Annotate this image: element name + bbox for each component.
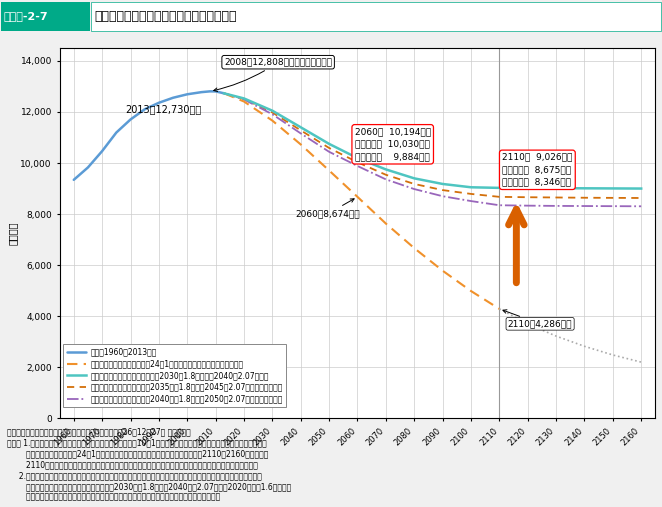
- 実績（1960～2013年）: [113, 129, 120, 135]
- 合計特殊出生率が上昇した場合（2030年1.8程度、぀2040年2.07程度）: [609, 186, 617, 192]
- 実績（1960～2013年）: [220, 90, 228, 96]
- （参考２）合計特殊出生率が2040年に1.8程度、2050年2.07程度となった場合: [354, 163, 361, 169]
- 実績（1960～2013年）: [155, 100, 163, 106]
- Text: 2110年4,286万人: 2110年4,286万人: [503, 310, 573, 329]
- （参考２）合計特殊出生率が2040年に1.8程度、2050年2.07程度となった場合: [552, 203, 560, 209]
- 「日本の将来推計人口（平成24年1月推計）」（出生中位（死亡中位）: [325, 167, 333, 173]
- 「日本の将来推計人口（平成24年1月推計）」（出生中位（死亡中位）: [410, 245, 418, 251]
- （参考２）合計特殊出生率が2040年に1.8程度、2050年2.07程度となった場合: [609, 203, 617, 209]
- 実績（1960～2013年）: [206, 88, 214, 94]
- Line: 合計特殊出生率が上昇した場合（2030年1.8程度、぀2040年2.07程度）: 合計特殊出生率が上昇した場合（2030年1.8程度、぀2040年2.07程度）: [224, 93, 641, 189]
- （参考１）合計特殊出生率が2035年に1.8程度、2045年2.07程度となった場合: [609, 195, 617, 201]
- （参考２）合計特殊出生率が2040年に1.8程度、2050年2.07程度となった場合: [410, 186, 418, 192]
- （参考１）合計特殊出生率が2035年に1.8程度、2045年2.07程度となった場合: [581, 195, 589, 201]
- FancyBboxPatch shape: [1, 2, 90, 31]
- 「日本の将来推計人口（平成24年1月推計）」（出生中位（死亡中位）: [382, 221, 390, 227]
- （参考１）合計特殊出生率が2035年に1.8程度、2045年2.07程度となった場合: [524, 194, 532, 200]
- Text: なった場合について、まち・ひと・しごと創生本部事務局において推計を行ったものである。: なった場合について、まち・ひと・しごと創生本部事務局において推計を行ったものであ…: [7, 493, 220, 502]
- （参考２）合計特殊出生率が2040年に1.8程度、2050年2.07程度となった場合: [524, 203, 532, 209]
- Text: 2.「合計特殊出生率が上昇した場合」は、経済財政訮問会議専門調査会「選択する未来」委員会における人口の将来: 2.「合計特殊出生率が上昇した場合」は、経済財政訮問会議専門調査会「選択する未来…: [7, 471, 261, 480]
- 実績（1960～2013年）: [84, 164, 92, 170]
- （参考２）合計特殊出生率が2040年に1.8程度、2050年2.07程度となった場合: [268, 111, 276, 117]
- 合計特殊出生率が上昇した場合（2030年1.8程度、぀2040年2.07程度）: [638, 186, 645, 192]
- （参考１）合計特殊出生率が2035年に1.8程度、2045年2.07程度となった場合: [638, 195, 645, 201]
- Line: 実績（1960～2013年）: 実績（1960～2013年）: [73, 91, 224, 180]
- （参考２）合計特殊出生率が2040年に1.8程度、2050年2.07程度となった場合: [220, 90, 228, 96]
- 実績（1960～2013年）: [141, 106, 149, 113]
- Text: 「長期ビジョン」で示された人口の見通し: 「長期ビジョン」で示された人口の見通し: [94, 10, 236, 23]
- （参考１）合計特殊出生率が2035年に1.8程度、2045年2.07程度となった場合: [552, 195, 560, 201]
- 「日本の将来推計人口（平成24年1月推計）」（出生中位（死亡中位）: [495, 306, 503, 312]
- 「日本の将来推計人口（平成24年1月推計）」（出生中位（死亡中位）: [220, 90, 228, 96]
- 実績（1960～2013年）: [126, 117, 134, 123]
- （参考２）合計特殊出生率が2040年に1.8程度、2050年2.07程度となった場合: [325, 149, 333, 155]
- Y-axis label: （万人）: （万人）: [8, 222, 18, 245]
- Text: 2110年までの仮定等をもとに、まち・ひと・しごと創生本部事務局において機械的に延長したものである。: 2110年までの仮定等をもとに、まち・ひと・しごと創生本部事務局において機械的に…: [7, 460, 258, 469]
- （参考１）合計特殊出生率が2035年に1.8程度、2045年2.07程度となった場合: [467, 191, 475, 197]
- （参考１）合計特殊出生率が2035年に1.8程度、2045年2.07程度となった場合: [382, 172, 390, 178]
- 合計特殊出生率が上昇した場合（2030年1.8程度、぀2040年2.07程度）: [382, 166, 390, 172]
- （参考２）合計特殊出生率が2040年に1.8程度、2050年2.07程度となった場合: [382, 176, 390, 183]
- Text: 2060年8,674万人: 2060年8,674万人: [295, 199, 359, 219]
- 実績（1960～2013年）: [212, 88, 220, 94]
- Line: （参考２）合計特殊出生率が2040年に1.8程度、2050年2.07程度となった場合: （参考２）合計特殊出生率が2040年に1.8程度、2050年2.07程度となった…: [224, 93, 641, 206]
- （参考２）合計特殊出生率が2040年に1.8程度、2050年2.07程度となった場合: [439, 193, 447, 199]
- （参考１）合計特殊出生率が2035年に1.8程度、2045年2.07程度となった場合: [268, 110, 276, 116]
- （参考２）合計特殊出生率が2040年に1.8程度、2050年2.07程度となった場合: [297, 130, 305, 136]
- 「日本の将来推計人口（平成24年1月推計）」（出生中位（死亡中位）: [354, 194, 361, 200]
- 実績（1960～2013年）: [197, 89, 205, 95]
- （参考１）合計特殊出生率が2035年に1.8程度、2045年2.07程度となった場合: [220, 90, 228, 96]
- （参考１）合計特殊出生率が2035年に1.8程度、2045年2.07程度となった場合: [325, 145, 333, 151]
- 「日本の将来推計人口（平成24年1月推計）」（出生中位（死亡中位）: [297, 141, 305, 148]
- 合計特殊出生率が上昇した場合（2030年1.8程度、぀2040年2.07程度）: [240, 95, 248, 101]
- 合計特殊出生率が上昇した場合（2030年1.8程度、぀2040年2.07程度）: [439, 181, 447, 187]
- Text: 2013年12,730万人: 2013年12,730万人: [125, 104, 201, 115]
- 合計特殊出生率が上昇した場合（2030年1.8程度、぀2040年2.07程度）: [495, 185, 503, 191]
- 「日本の将来推計人口（平成24年1月推計）」（出生中位（死亡中位）: [467, 288, 475, 294]
- 合計特殊出生率が上昇した場合（2030年1.8程度、぀2040年2.07程度）: [467, 184, 475, 190]
- Text: 2060年  10,194万人
（参考１）  10,030万人
（参考２）    9,884万人: 2060年 10,194万人 （参考１） 10,030万人 （参考２） 9,88…: [355, 127, 431, 161]
- 実績（1960～2013年）: [98, 148, 106, 154]
- （参考２）合計特殊出生率が2040年に1.8程度、2050年2.07程度となった場合: [581, 203, 589, 209]
- Line: （参考１）合計特殊出生率が2035年に1.8程度、2045年2.07程度となった場合: （参考１）合計特殊出生率が2035年に1.8程度、2045年2.07程度となった…: [224, 93, 641, 198]
- 合計特殊出生率が上昇した場合（2030年1.8程度、぀2040年2.07程度）: [220, 90, 228, 96]
- 合計特殊出生率が上昇した場合（2030年1.8程度、぀2040年2.07程度）: [297, 124, 305, 130]
- Text: 資料：「まち・ひと・しごと創生長期ビジョン」（平成26年12月27日 開議決定）: 資料：「まち・ひと・しごと創生長期ビジョン」（平成26年12月27日 開議決定）: [7, 427, 191, 437]
- （参考２）合計特殊出生率が2040年に1.8程度、2050年2.07程度となった場合: [240, 96, 248, 102]
- Text: 図表序-2-7: 図表序-2-7: [3, 12, 48, 21]
- Text: 2008年12,808万人（概ねピーク）: 2008年12,808万人（概ねピーク）: [214, 58, 332, 91]
- Text: （注） 1.実績は、総務省統計局「国勢調査」等による（各年10月1日現在の人口）。国立社会保障・人口問題研究所「日: （注） 1.実績は、総務省統計局「国勢調査」等による（各年10月1日現在の人口）…: [7, 439, 266, 447]
- （参考２）合計特殊出生率が2040年に1.8程度、2050年2.07程度となった場合: [638, 203, 645, 209]
- 「日本の将来推計人口（平成24年1月推計）」（出生中位（死亡中位）: [439, 268, 447, 274]
- （参考１）合計特殊出生率が2035年に1.8程度、2045年2.07程度となった場合: [240, 96, 248, 102]
- （参考１）合計特殊出生率が2035年に1.8程度、2045年2.07程度となった場合: [410, 181, 418, 187]
- Text: 推計を参考にしながら、合計特殊出生率が2030年に1.8程度、2040年に2.07程度（2020年には1.6程度）と: 推計を参考にしながら、合計特殊出生率が2030年に1.8程度、2040年に2.0…: [7, 482, 291, 491]
- 合計特殊出生率が上昇した場合（2030年1.8程度、぀2040年2.07程度）: [325, 141, 333, 147]
- （参考１）合計特殊出生率が2035年に1.8程度、2045年2.07程度となった場合: [439, 187, 447, 193]
- 合計特殊出生率が上昇した場合（2030年1.8程度、぀2040年2.07程度）: [552, 185, 560, 191]
- （参考１）合計特殊出生率が2035年に1.8程度、2045年2.07程度となった場合: [297, 127, 305, 133]
- 「日本の将来推計人口（平成24年1月推計）」（出生中位（死亡中位）: [268, 118, 276, 124]
- 「日本の将来推計人口（平成24年1月推計）」（出生中位（死亡中位）: [240, 98, 248, 104]
- Legend: 実績（1960～2013年）, 「日本の将来推計人口（平成24年1月推計）」（出生中位（死亡中位）, 合計特殊出生率が上昇した場合（2030年1.8程度、぀20: 実績（1960～2013年）, 「日本の将来推計人口（平成24年1月推計）」（出…: [64, 344, 287, 407]
- 合計特殊出生率が上昇した場合（2030年1.8程度、぀2040年2.07程度）: [268, 107, 276, 114]
- 実績（1960～2013年）: [70, 177, 77, 183]
- Text: 本の将来推計人口（平成24年1月推計）」は出生中位（死亡中位）の仮定による　2110～2160年の点線は: 本の将来推計人口（平成24年1月推計）」は出生中位（死亡中位）の仮定による 21…: [7, 449, 268, 458]
- （参考１）合計特殊出生率が2035年に1.8程度、2045年2.07程度となった場合: [495, 194, 503, 200]
- （参考２）合計特殊出生率が2040年に1.8程度、2050年2.07程度となった場合: [495, 202, 503, 208]
- 実績（1960～2013年）: [183, 91, 191, 97]
- Line: 「日本の将来推計人口（平成24年1月推計）」（出生中位（死亡中位）: 「日本の将来推計人口（平成24年1月推計）」（出生中位（死亡中位）: [224, 93, 499, 309]
- 合計特殊出生率が上昇した場合（2030年1.8程度、぀2040年2.07程度）: [581, 185, 589, 191]
- 合計特殊出生率が上昇した場合（2030年1.8程度、぀2040年2.07程度）: [354, 155, 361, 161]
- （参考１）合計特殊出生率が2035年に1.8程度、2045年2.07程度となった場合: [354, 159, 361, 165]
- 合計特殊出生率が上昇した場合（2030年1.8程度、぀2040年2.07程度）: [524, 185, 532, 191]
- 実績（1960～2013年）: [169, 95, 177, 101]
- （参考２）合計特殊出生率が2040年に1.8程度、2050年2.07程度となった場合: [467, 198, 475, 204]
- 合計特殊出生率が上昇した場合（2030年1.8程度、぀2040年2.07程度）: [410, 175, 418, 182]
- FancyBboxPatch shape: [91, 2, 661, 31]
- Text: 2110年  9,026万人
（参考１）  8,675万人
（参考２）  8,346万人: 2110年 9,026万人 （参考１） 8,675万人 （参考２） 8,346万…: [502, 153, 573, 187]
